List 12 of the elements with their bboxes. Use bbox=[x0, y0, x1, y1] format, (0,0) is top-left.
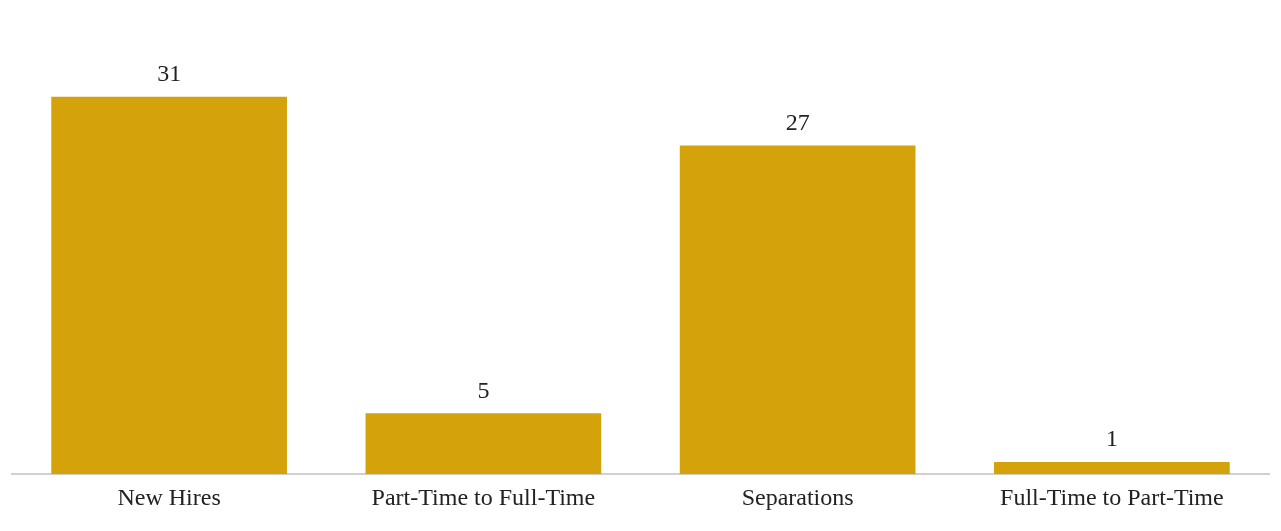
x-tick-label: Separations bbox=[741, 483, 854, 510]
bar bbox=[994, 462, 1230, 475]
x-tick-label: New Hires bbox=[117, 483, 221, 510]
bar bbox=[51, 96, 287, 475]
data-label: 5 bbox=[477, 376, 490, 403]
data-label: 1 bbox=[1105, 425, 1118, 452]
x-tick-label: Full-Time to Part-Time bbox=[1000, 483, 1224, 510]
bar bbox=[679, 145, 916, 475]
bar bbox=[365, 413, 602, 475]
data-label: 31 bbox=[157, 60, 182, 87]
x-tick-label: Part-Time to Full-Time bbox=[371, 483, 596, 510]
data-label: 27 bbox=[785, 108, 810, 135]
